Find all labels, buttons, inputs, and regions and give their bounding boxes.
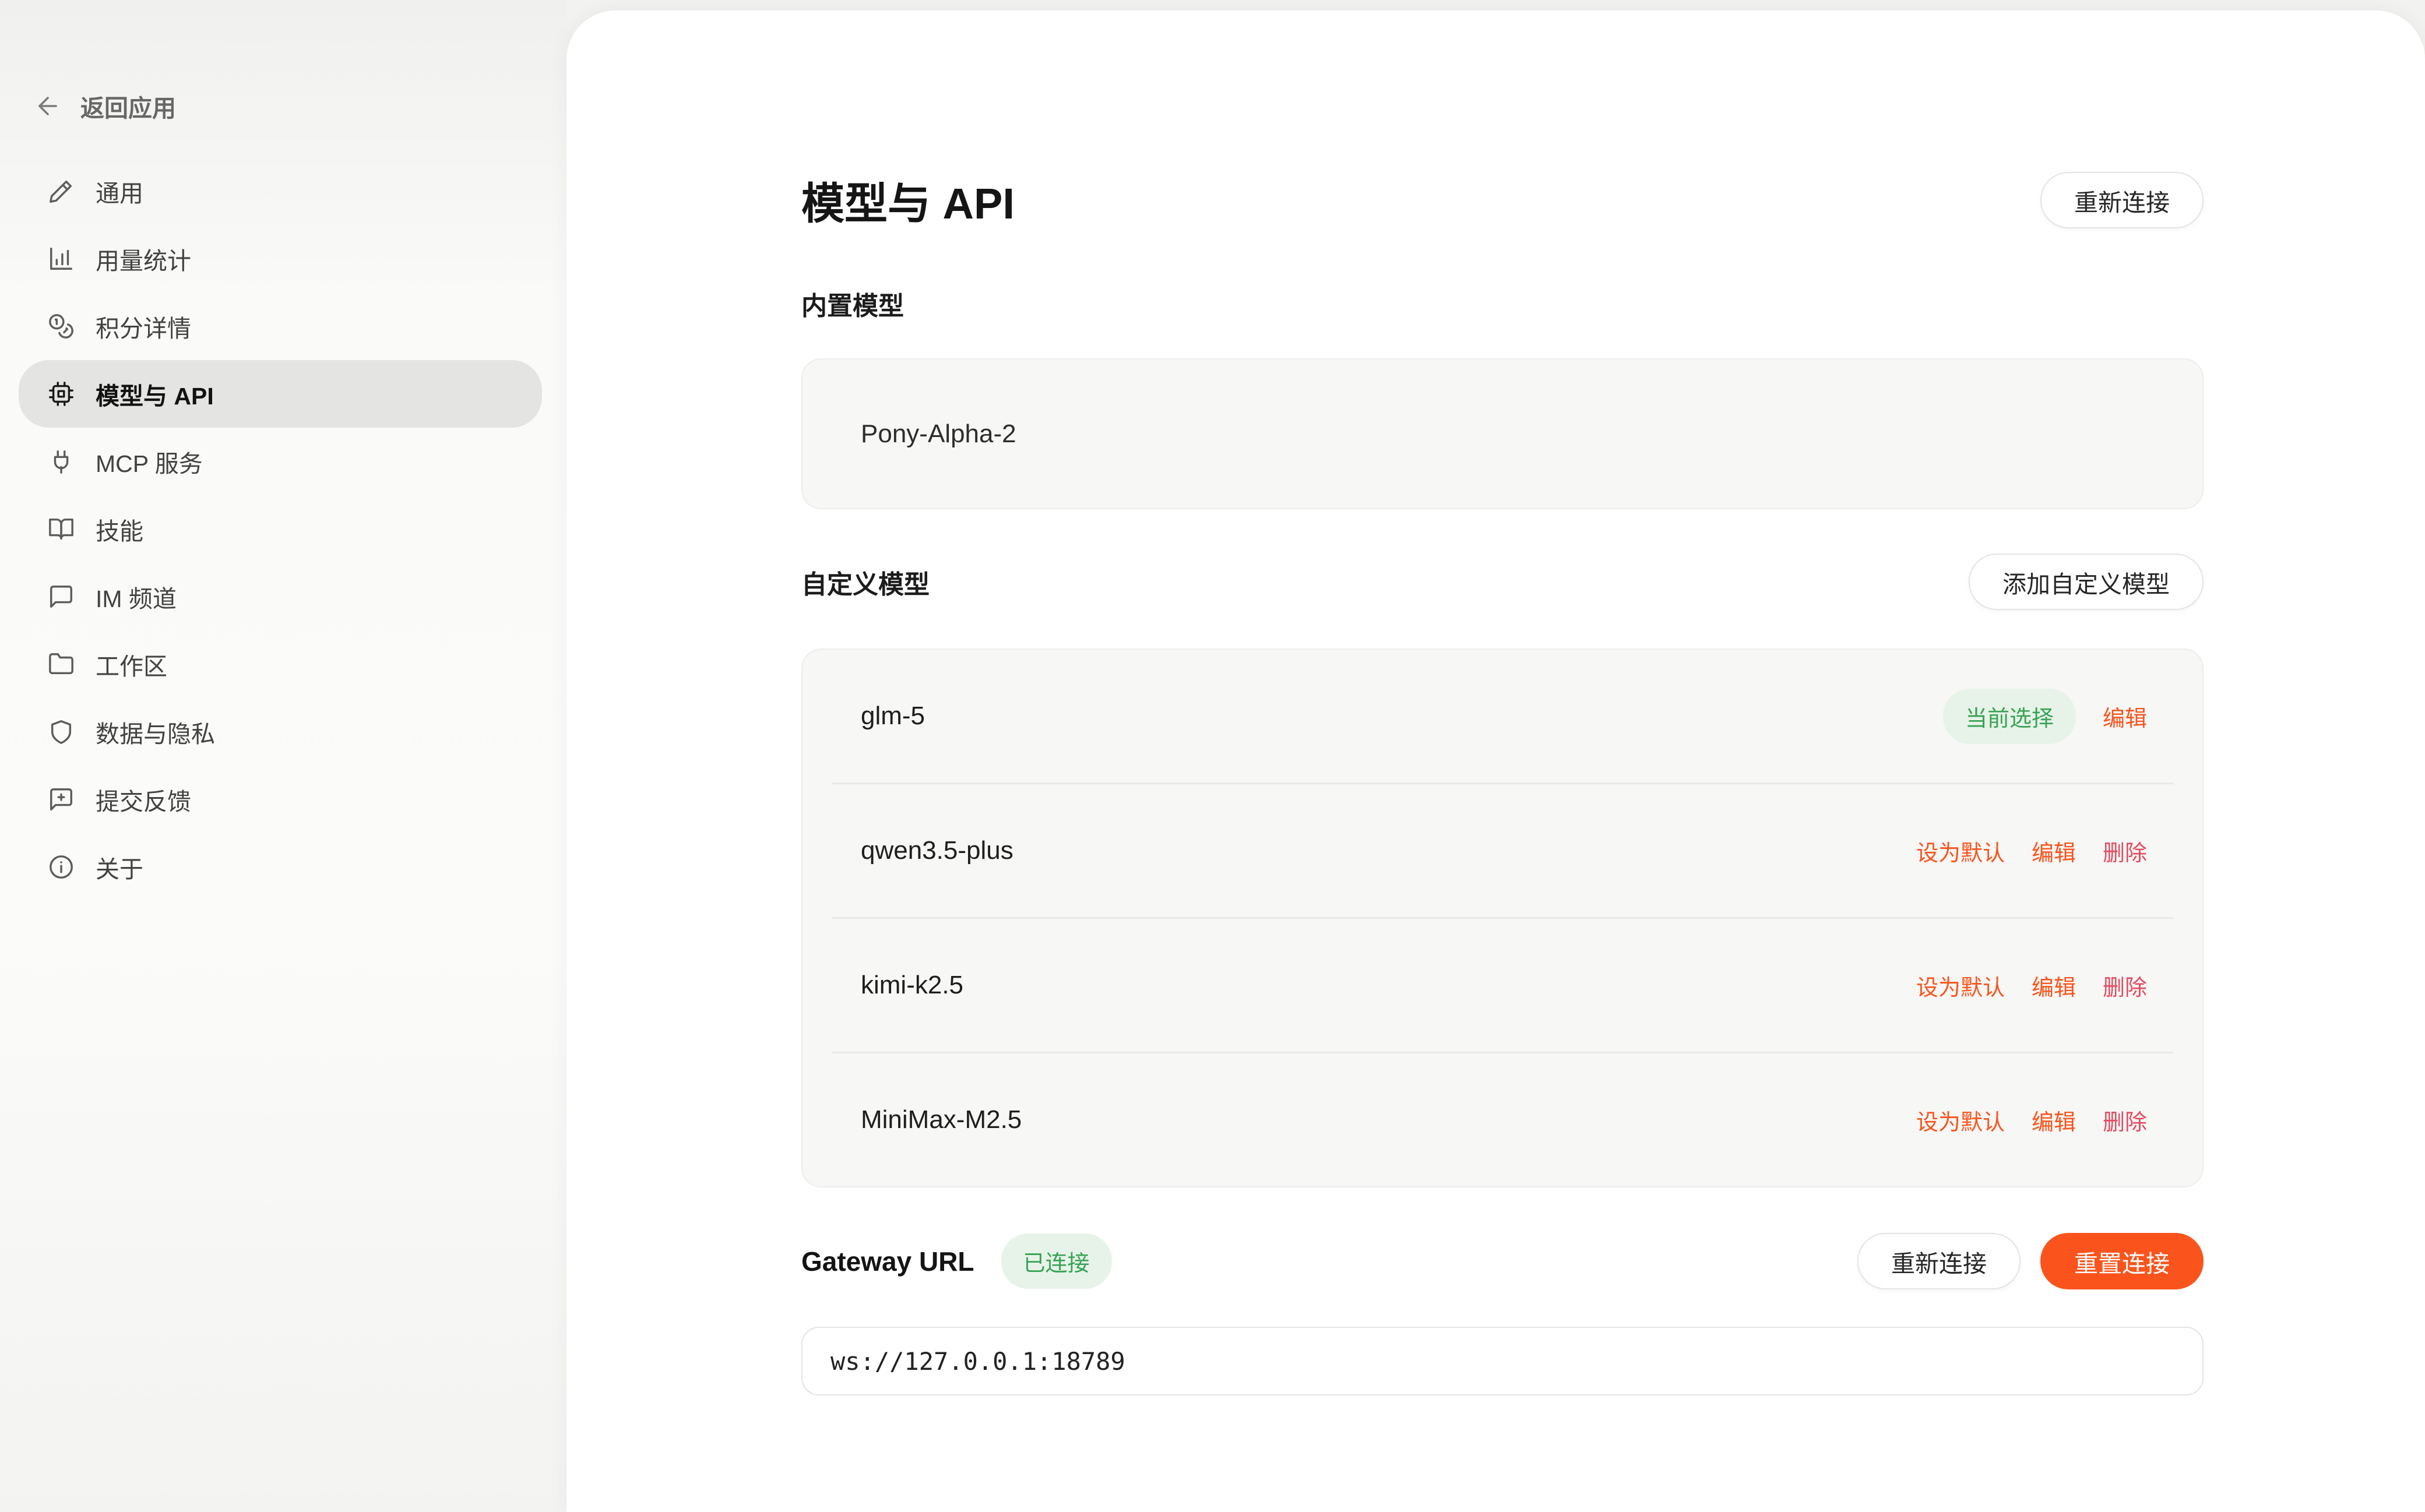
model-row: MiniMax-M2.5 设为默认 编辑 删除 <box>803 1053 2202 1186</box>
sidebar-item-label: 数据与隐私 <box>96 721 215 748</box>
sidebar-item-credits[interactable]: 积分详情 <box>19 292 542 360</box>
builtin-model-name: Pony-Alpha-2 <box>861 419 1016 448</box>
sidebar-item-models-api[interactable]: 模型与 API <box>19 360 542 428</box>
cpu-icon <box>49 382 73 406</box>
sidebar-item-label: 用量统计 <box>96 248 191 274</box>
sidebar-item-general[interactable]: 通用 <box>19 157 542 225</box>
add-custom-model-button[interactable]: 添加自定义模型 <box>1969 554 2204 610</box>
book-open-icon <box>49 518 73 540</box>
edit-link[interactable]: 编辑 <box>2031 975 2076 1000</box>
chat-bubble-icon <box>50 586 72 608</box>
sidebar-item-data-privacy[interactable]: 数据与隐私 <box>19 698 542 766</box>
sidebar-item-workspace[interactable]: 工作区 <box>19 630 542 698</box>
main-panel: 模型与 API 重新连接 内置模型 Pony-Alpha-2 自定义模型 添加自… <box>566 10 2425 1512</box>
builtin-models-heading: 内置模型 <box>801 292 904 320</box>
sidebar-item-im-channels[interactable]: IM 频道 <box>19 563 542 630</box>
edit-link[interactable]: 编辑 <box>2102 706 2147 731</box>
row-divider <box>832 917 2173 919</box>
custom-models-heading: 自定义模型 <box>801 570 930 599</box>
sidebar-item-mcp-services[interactable]: MCP 服务 <box>19 428 542 495</box>
delete-link[interactable]: 删除 <box>2102 1110 2147 1135</box>
sidebar-item-label: 关于 <box>96 856 143 883</box>
sidebar-nav: 通用 用量统计 积分详情 模型与 API MCP 服务 技能 IM 频道 工作 <box>19 157 542 901</box>
feedback-icon <box>50 788 72 810</box>
plug-icon <box>54 450 69 474</box>
model-name: MiniMax-M2.5 <box>861 1105 1022 1134</box>
row-divider <box>832 1052 2173 1053</box>
coins-icon <box>49 314 73 339</box>
page-title: 模型与 API <box>801 179 1015 228</box>
edit-link[interactable]: 编辑 <box>2031 1110 2076 1135</box>
sidebar-item-label: 通用 <box>96 180 143 207</box>
sidebar-item-feedback[interactable]: 提交反馈 <box>19 766 542 833</box>
sidebar: 返回应用 通用 用量统计 积分详情 模型与 API MCP 服务 技能 I <box>0 0 566 1512</box>
delete-link[interactable]: 删除 <box>2102 975 2147 1000</box>
sidebar-item-about[interactable]: 关于 <box>19 833 542 901</box>
model-name: kimi-k2.5 <box>861 971 964 999</box>
sidebar-item-skills[interactable]: 技能 <box>19 495 542 563</box>
custom-models-header: 自定义模型 添加自定义模型 <box>801 554 2204 610</box>
model-row: kimi-k2.5 设为默认 编辑 删除 <box>803 919 2202 1052</box>
gateway-reset-button[interactable]: 重置连接 <box>2040 1233 2204 1289</box>
pencil-icon <box>50 180 72 203</box>
row-divider <box>832 783 2173 784</box>
folder-icon <box>49 653 73 675</box>
model-name: glm-5 <box>861 702 925 730</box>
reconnect-button[interactable]: 重新连接 <box>2040 172 2204 228</box>
set-default-link[interactable]: 设为默认 <box>1916 1110 2005 1135</box>
info-icon <box>50 855 73 879</box>
back-to-app-label: 返回应用 <box>80 95 176 122</box>
gateway-url-input[interactable] <box>801 1327 2204 1395</box>
sidebar-item-usage-stats[interactable]: 用量统计 <box>19 225 542 292</box>
custom-models-list: glm-5 当前选择 编辑 qwen3.5-plus 设为默认 编辑 删除 ki… <box>801 648 2204 1187</box>
shield-icon <box>51 720 72 744</box>
sidebar-item-label: MCP 服务 <box>96 450 203 477</box>
model-name: qwen3.5-plus <box>861 836 1013 865</box>
sidebar-item-label: 提交反馈 <box>96 788 191 815</box>
page-header: 模型与 API 重新连接 <box>801 169 2204 231</box>
delete-link[interactable]: 删除 <box>2102 841 2147 866</box>
builtin-model-item[interactable]: Pony-Alpha-2 <box>801 358 2204 509</box>
back-to-app-button[interactable]: 返回应用 <box>34 89 176 124</box>
edit-link[interactable]: 编辑 <box>2031 841 2076 866</box>
sidebar-item-label: 模型与 API <box>96 383 214 410</box>
connected-status-badge: 已连接 <box>1001 1233 1112 1289</box>
model-row: qwen3.5-plus 设为默认 编辑 删除 <box>803 784 2202 917</box>
set-default-link[interactable]: 设为默认 <box>1916 975 2005 1000</box>
gateway-section: Gateway URL 已连接 重新连接 重置连接 <box>801 1233 2204 1289</box>
arrow-left-icon <box>38 97 57 115</box>
sidebar-item-label: 工作区 <box>96 653 167 680</box>
sidebar-item-label: 技能 <box>96 518 143 545</box>
model-row: glm-5 当前选择 编辑 <box>803 650 2202 783</box>
current-selection-badge: 当前选择 <box>1942 688 2076 744</box>
gateway-url-label: Gateway URL <box>801 1246 974 1277</box>
sidebar-item-label: 积分详情 <box>96 315 191 342</box>
bar-chart-icon <box>50 248 72 270</box>
sidebar-item-label: IM 频道 <box>96 586 177 612</box>
gateway-reconnect-button[interactable]: 重新连接 <box>1857 1233 2021 1289</box>
set-default-link[interactable]: 设为默认 <box>1916 841 2005 866</box>
